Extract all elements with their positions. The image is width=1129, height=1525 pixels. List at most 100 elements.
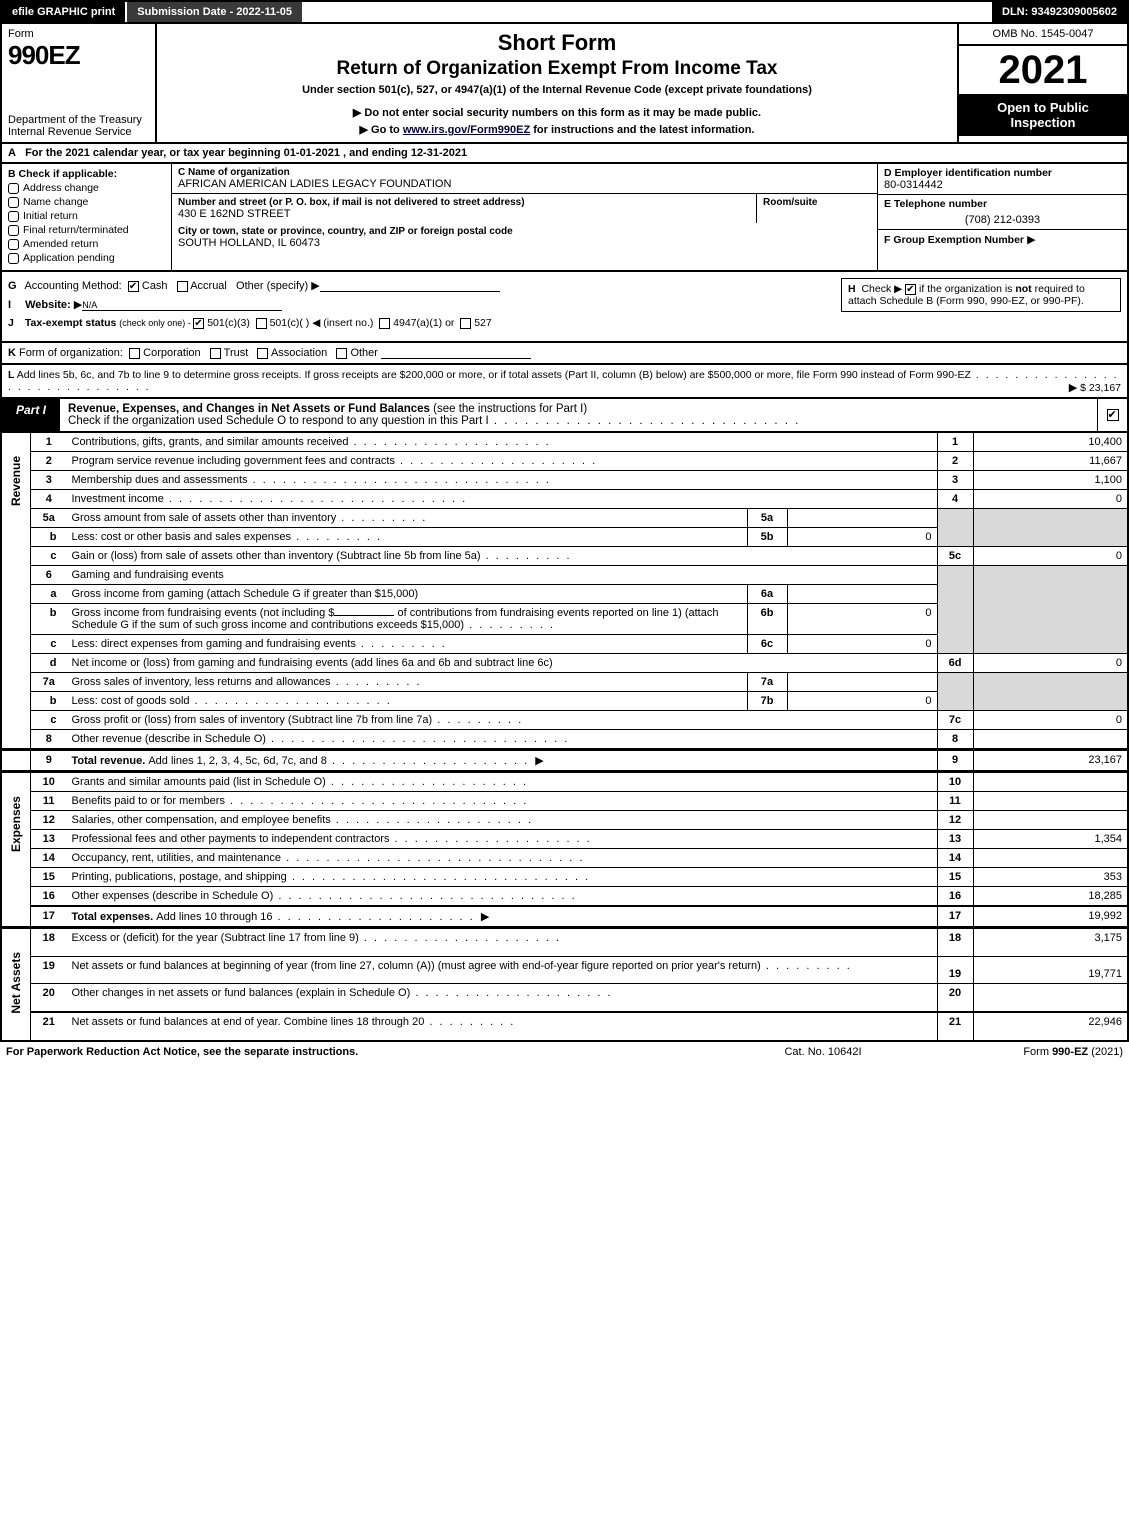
ln-10: 10	[31, 772, 67, 792]
j-label: Tax-exempt status	[25, 317, 116, 329]
ln-5a: 5a	[31, 509, 67, 528]
inum-6b: 6b	[747, 604, 787, 635]
chk-label-2: Initial return	[23, 210, 78, 222]
h-not: not	[1015, 283, 1031, 295]
desc-7a: Gross sales of inventory, less returns a…	[67, 673, 748, 692]
chk-application-pending[interactable]: Application pending	[8, 252, 165, 264]
irs-link[interactable]: www.irs.gov/Form990EZ	[403, 124, 530, 136]
ln-7b: b	[31, 692, 67, 711]
ln-6b: b	[31, 604, 67, 635]
desc-3-text: Membership dues and assessments	[72, 474, 248, 486]
val-11	[973, 792, 1128, 811]
ln-12: 12	[31, 811, 67, 830]
efile-label: efile GRAPHIC print	[2, 2, 127, 22]
page-footer: For Paperwork Reduction Act Notice, see …	[0, 1042, 1129, 1062]
chk-label-0: Address change	[23, 182, 99, 194]
form-number: 990EZ	[8, 40, 149, 71]
val-10	[973, 772, 1128, 792]
ln-7c: c	[31, 711, 67, 730]
k-assoc-chk[interactable]	[257, 348, 268, 359]
desc-6b-1: Gross income from fundraising events (no…	[72, 607, 335, 619]
val-14	[973, 849, 1128, 868]
i-label: Website:	[25, 299, 71, 311]
chk-initial-return[interactable]: Initial return	[8, 210, 165, 222]
footer-right-1: Form	[1023, 1046, 1052, 1058]
g-accrual-chk[interactable]	[177, 281, 188, 292]
part-i-title: Revenue, Expenses, and Changes in Net As…	[60, 399, 1097, 431]
val-8	[973, 730, 1128, 750]
j-note: (check only one) -	[119, 318, 193, 328]
desc-5c-text: Gain or (loss) from sale of assets other…	[72, 550, 481, 562]
g-accrual: Accrual	[190, 280, 227, 292]
j-501c3-chk[interactable]	[193, 318, 204, 329]
form-word: Form	[8, 28, 149, 40]
j-527-chk[interactable]	[460, 318, 471, 329]
k-other-chk[interactable]	[336, 348, 347, 359]
l-text: Add lines 5b, 6c, and 7b to line 9 to de…	[17, 369, 971, 381]
footer-right: Form 990-EZ (2021)	[923, 1046, 1123, 1058]
desc-6a: Gross income from gaming (attach Schedul…	[67, 585, 748, 604]
gray-7	[937, 673, 973, 711]
c-name-row: C Name of organization AFRICAN AMERICAN …	[172, 164, 877, 194]
h-box: H Check ▶ if the organization is not req…	[841, 278, 1121, 312]
g-cash: Cash	[142, 280, 168, 292]
val-16: 18,285	[973, 887, 1128, 907]
k-other-input[interactable]	[381, 347, 531, 359]
c-street-label: Number and street (or P. O. box, if mail…	[178, 197, 750, 208]
num-10: 10	[937, 772, 973, 792]
desc-16-text: Other expenses (describe in Schedule O)	[72, 890, 274, 902]
c-street-row: Number and street (or P. O. box, if mail…	[172, 194, 877, 223]
val-1: 10,400	[973, 433, 1128, 452]
subtitle-goto: ▶ Go to www.irs.gov/Form990EZ for instru…	[165, 123, 949, 136]
org-name: AFRICAN AMERICAN LADIES LEGACY FOUNDATIO…	[178, 178, 871, 190]
ln-8: 8	[31, 730, 67, 750]
g-cash-chk[interactable]	[128, 281, 139, 292]
6b-underline	[334, 615, 394, 616]
val-17: 19,992	[973, 906, 1128, 928]
val-7c: 0	[973, 711, 1128, 730]
ln-9: 9	[31, 750, 67, 772]
k-corp-chk[interactable]	[129, 348, 140, 359]
ival-5a	[787, 509, 937, 528]
num-5c: 5c	[937, 547, 973, 566]
open-inspection: Open to Public Inspection	[959, 94, 1127, 136]
inum-7a: 7a	[747, 673, 787, 692]
title-return-exempt: Return of Organization Exempt From Incom…	[165, 58, 949, 80]
ln-5c: c	[31, 547, 67, 566]
chk-amended-return[interactable]: Amended return	[8, 238, 165, 250]
num-21: 21	[937, 1012, 973, 1041]
part-i-check-note: Check if the organization used Schedule …	[68, 415, 489, 427]
g-other-input[interactable]	[320, 278, 500, 292]
ival-5b: 0	[787, 528, 937, 547]
k-trust-chk[interactable]	[210, 348, 221, 359]
num-3: 3	[937, 471, 973, 490]
val-13: 1,354	[973, 830, 1128, 849]
j-4947-chk[interactable]	[379, 318, 390, 329]
ln-1: 1	[31, 433, 67, 452]
chk-address-change[interactable]: Address change	[8, 182, 165, 194]
ln-6c: c	[31, 635, 67, 654]
part-i-endchk[interactable]	[1097, 399, 1127, 431]
side-netassets-label: Net Assets	[7, 932, 25, 1034]
desc-2-text: Program service revenue including govern…	[72, 455, 395, 467]
desc-20-text: Other changes in net assets or fund bala…	[72, 987, 411, 999]
desc-21: Net assets or fund balances at end of ye…	[67, 1012, 938, 1041]
col-d: D Employer identification number 80-0314…	[878, 164, 1127, 195]
desc-2: Program service revenue including govern…	[67, 452, 938, 471]
num-8: 8	[937, 730, 973, 750]
chk-final-return[interactable]: Final return/terminated	[8, 224, 165, 236]
k-assoc: Association	[271, 347, 327, 359]
part-i-bar: Part I Revenue, Expenses, and Changes in…	[0, 399, 1129, 433]
j-501c-chk[interactable]	[256, 318, 267, 329]
h-text1: Check ▶	[861, 283, 902, 295]
h-checkbox[interactable]	[905, 284, 916, 295]
ival-7a	[787, 673, 937, 692]
ln-3: 3	[31, 471, 67, 490]
desc-14-text: Occupancy, rent, utilities, and maintena…	[72, 852, 282, 864]
val-19: 19,771	[973, 956, 1128, 983]
desc-7a-text: Gross sales of inventory, less returns a…	[72, 676, 331, 688]
ival-6a	[787, 585, 937, 604]
l-arrow: ▶	[1069, 382, 1077, 394]
chk-name-change[interactable]: Name change	[8, 196, 165, 208]
ln-15: 15	[31, 868, 67, 887]
